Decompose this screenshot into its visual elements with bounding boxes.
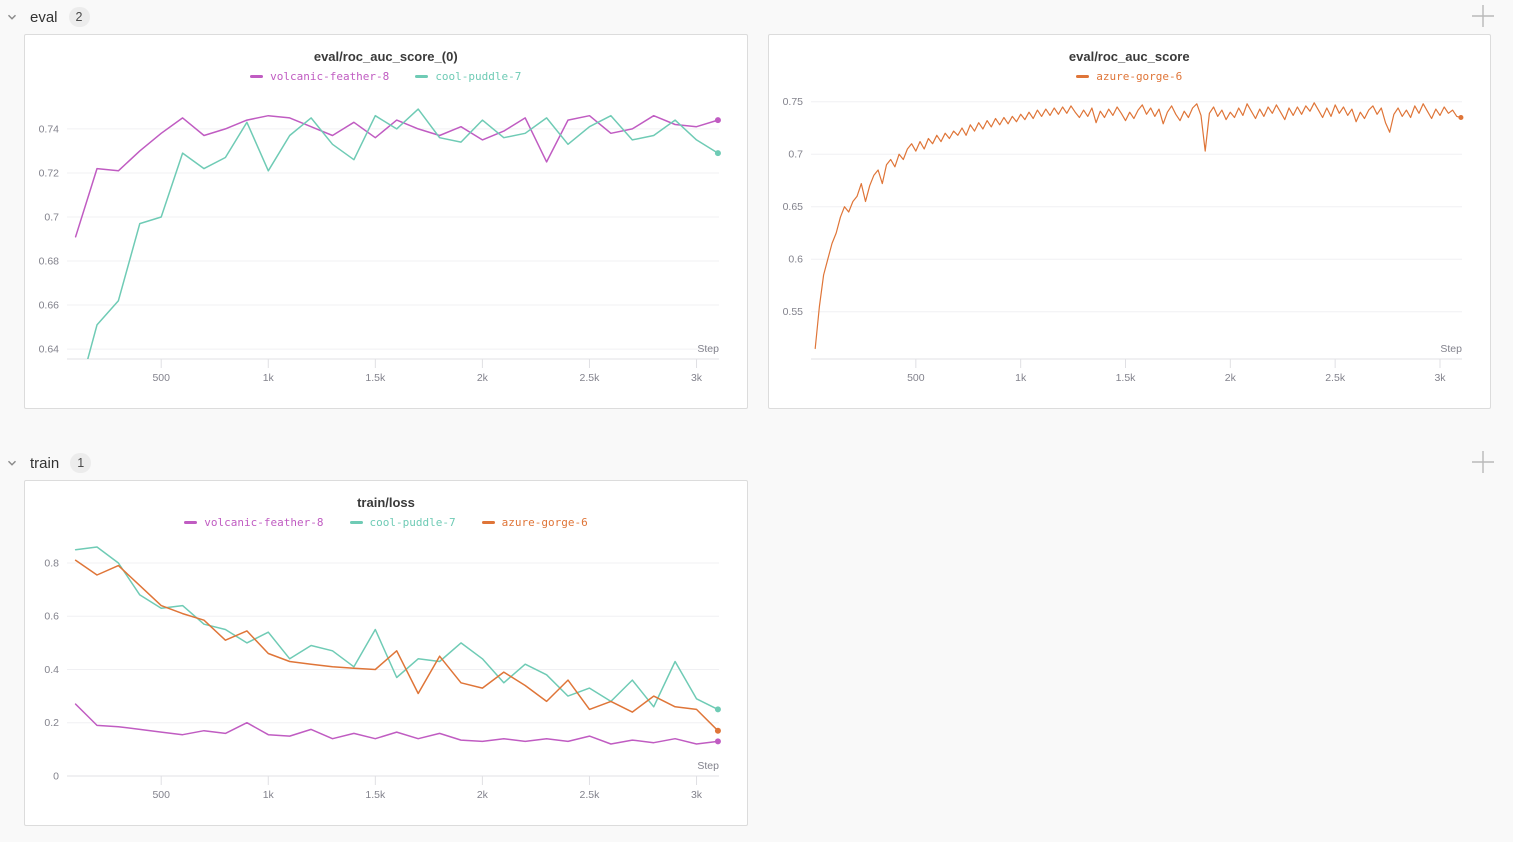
add-panel-button[interactable] — [1469, 448, 1497, 481]
svg-text:0.68: 0.68 — [39, 256, 60, 268]
svg-text:Step: Step — [1440, 343, 1462, 355]
svg-text:1.5k: 1.5k — [365, 372, 386, 384]
svg-text:0.6: 0.6 — [44, 611, 59, 623]
chart-legend: volcanic-feather-8 cool-puddle-7 — [25, 68, 747, 85]
chart-title: eval/roc_auc_score_(0) — [313, 49, 458, 64]
svg-text:500: 500 — [907, 372, 925, 384]
svg-text:0: 0 — [53, 771, 59, 783]
svg-text:500: 500 — [152, 372, 170, 384]
chevron-down-icon[interactable] — [5, 456, 19, 470]
legend-item: cool-puddle-7 — [415, 70, 521, 83]
legend-item: volcanic-feather-8 — [184, 516, 324, 529]
chart-canvas[interactable]: 0 0.2 0.4 0.6 0.8 500 1k 1.5k 2k 2.5k 3k Step — [25, 537, 747, 821]
svg-text:0.8: 0.8 — [44, 557, 59, 569]
plus-icon — [1472, 5, 1494, 27]
svg-text:3k: 3k — [1434, 372, 1446, 384]
legend-item: azure-gorge-6 — [481, 516, 588, 529]
chart-title: eval/roc_auc_score — [1068, 49, 1190, 64]
svg-text:2k: 2k — [477, 789, 489, 801]
legend-run-name: azure-gorge-6 — [501, 516, 588, 529]
legend-run-name: cool-puddle-7 — [369, 516, 456, 529]
svg-text:Step: Step — [697, 343, 719, 355]
legend-swatch-icon — [349, 521, 363, 524]
svg-text:1k: 1k — [263, 789, 275, 801]
legend-item: azure-gorge-6 — [1076, 70, 1182, 83]
chart-canvas[interactable]: 0.64 0.66 0.68 0.7 0.72 0.74 500 1k 1.5k 2k 2.5k 3k… — [25, 91, 747, 404]
svg-text:0.2: 0.2 — [44, 717, 59, 729]
svg-text:3k: 3k — [691, 372, 703, 384]
legend-run-name: volcanic-feather-8 — [204, 516, 324, 529]
legend-item: cool-puddle-7 — [349, 516, 456, 529]
svg-text:0.6: 0.6 — [788, 254, 803, 266]
section-label[interactable]: eval — [30, 8, 58, 26]
svg-text:500: 500 — [152, 789, 170, 801]
svg-text:0.66: 0.66 — [39, 300, 60, 312]
svg-text:3k: 3k — [691, 789, 703, 801]
svg-text:2.5k: 2.5k — [1325, 372, 1346, 384]
legend-swatch-icon — [250, 75, 264, 78]
chart-canvas[interactable]: 0.55 0.6 0.65 0.7 0.75 500 1k 1.5k 2k 2.5k 3k Step — [769, 91, 1490, 404]
svg-text:0.7: 0.7 — [788, 149, 803, 161]
add-panel-button[interactable] — [1469, 2, 1497, 35]
svg-text:0.75: 0.75 — [782, 96, 803, 108]
chart-legend: azure-gorge-6 — [769, 68, 1491, 85]
legend-swatch-icon — [481, 521, 495, 524]
svg-text:1k: 1k — [1015, 372, 1027, 384]
chart-legend: volcanic-feather-8 cool-puddle-7 azure-gor… — [25, 514, 747, 531]
legend-run-name: cool-puddle-7 — [435, 70, 522, 83]
svg-text:2k: 2k — [477, 372, 489, 384]
legend-swatch-icon — [184, 521, 198, 524]
svg-text:0.65: 0.65 — [782, 201, 803, 213]
chevron-down-icon[interactable] — [5, 10, 19, 24]
svg-text:2k: 2k — [1224, 372, 1236, 384]
chart-title: train/loss — [357, 495, 415, 510]
section-eval: eval 2 eval/roc_auc_score_(0) volcanic-f… — [0, 0, 1513, 409]
svg-text:2.5k: 2.5k — [580, 372, 601, 384]
svg-text:0.7: 0.7 — [44, 211, 59, 223]
section-count-badge: 2 — [68, 7, 90, 27]
svg-text:0.55: 0.55 — [782, 306, 803, 318]
section-header-train: train 1 — [0, 446, 1513, 480]
legend-swatch-icon — [415, 75, 429, 78]
legend-item: volcanic-feather-8 — [250, 70, 389, 83]
svg-text:0.4: 0.4 — [44, 664, 59, 676]
section-header-eval: eval 2 — [0, 0, 1513, 34]
svg-text:0.64: 0.64 — [39, 344, 60, 356]
panel-train-loss[interactable]: train/loss volcanic-feather-8 cool-puddle… — [24, 480, 748, 826]
svg-text:2.5k: 2.5k — [580, 789, 601, 801]
svg-text:0.72: 0.72 — [39, 167, 60, 179]
section-label[interactable]: train — [30, 454, 60, 472]
svg-text:0.74: 0.74 — [39, 123, 60, 135]
panel-eval-roc-auc-score-0[interactable]: eval/roc_auc_score_(0) volcanic-feather-… — [24, 34, 748, 409]
panel-eval-roc-auc-score[interactable]: eval/roc_auc_score azure-gorge-6 0.55 0.6… — [767, 34, 1491, 409]
svg-text:1k: 1k — [263, 372, 275, 384]
legend-swatch-icon — [1076, 75, 1090, 78]
svg-text:1.5k: 1.5k — [1115, 372, 1136, 384]
section-count-badge: 1 — [70, 453, 92, 473]
section-train: train 1 train/loss volcanic-feather-8 coo… — [0, 446, 1513, 826]
plus-icon — [1472, 451, 1494, 473]
legend-run-name: azure-gorge-6 — [1096, 70, 1183, 83]
svg-text:Step: Step — [697, 760, 719, 772]
svg-text:1.5k: 1.5k — [365, 789, 386, 801]
legend-run-name: volcanic-feather-8 — [270, 70, 390, 83]
